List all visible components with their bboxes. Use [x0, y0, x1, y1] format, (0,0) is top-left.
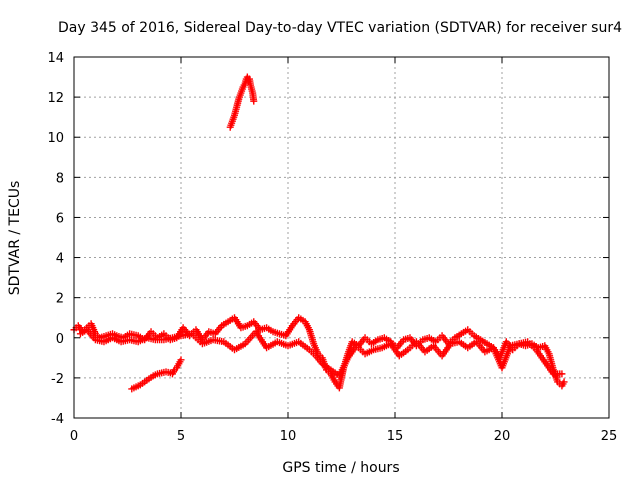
plot-frame: [73, 56, 610, 419]
x-axis-label: GPS time / hours: [282, 460, 399, 476]
x-tick-label: 20: [494, 429, 511, 444]
y-tick-labels: -4 -2 0 2 4 6 8 10 12 14: [47, 51, 64, 427]
y-tick-label: 2: [56, 292, 64, 307]
y-axis-label: SDTVAR / TECUs: [7, 181, 23, 296]
y-tick-label: 6: [56, 211, 64, 226]
data-point: [560, 378, 568, 386]
x-tick-label: 5: [177, 429, 185, 444]
data-points: [70, 73, 568, 393]
chart-title: Day 345 of 2016, Sidereal Day-to-day VTE…: [58, 20, 622, 36]
data-point: [250, 97, 258, 105]
series-offset-segment: [128, 356, 185, 393]
x-tick-label: 25: [601, 429, 618, 444]
axis-ticks: [73, 56, 610, 419]
y-tick-label: 8: [56, 171, 64, 186]
y-tick-label: 14: [47, 51, 64, 66]
series-lower-band: [76, 326, 566, 380]
data-point: [558, 370, 566, 378]
grid-lines: [74, 57, 609, 418]
y-tick-label: 10: [47, 131, 64, 146]
y-tick-label: -4: [51, 412, 64, 427]
x-tick-label: 15: [387, 429, 404, 444]
y-tick-label: 4: [56, 252, 64, 267]
y-tick-label: -2: [51, 372, 64, 387]
data-point: [177, 356, 185, 364]
x-tick-label: 0: [70, 429, 78, 444]
x-tick-label: 10: [280, 429, 297, 444]
series-high-segment: [226, 73, 258, 131]
y-tick-label: 12: [47, 91, 64, 106]
x-tick-labels: 0 5 10 15 20 25: [70, 429, 617, 444]
y-tick-label: 0: [56, 332, 64, 347]
